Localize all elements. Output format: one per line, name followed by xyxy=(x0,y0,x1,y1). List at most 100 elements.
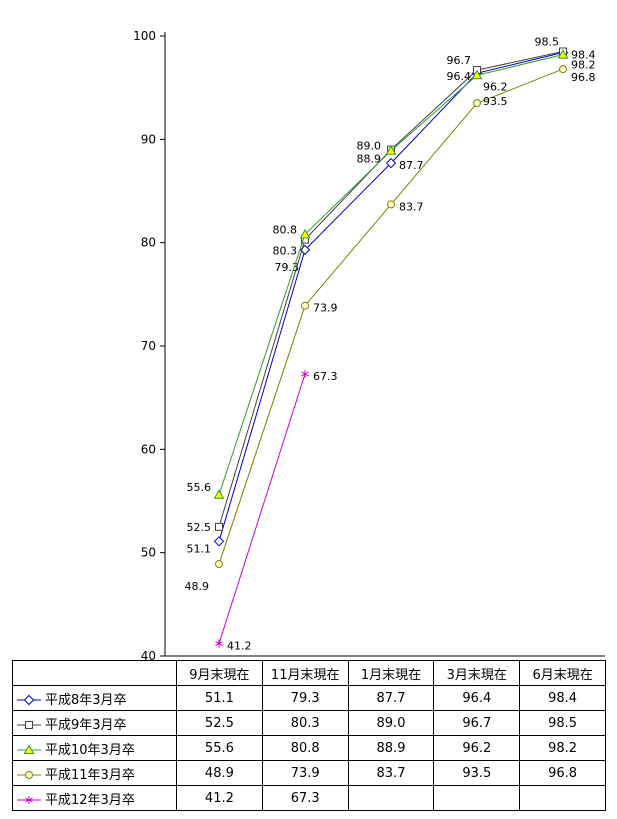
triangle-marker-icon xyxy=(385,145,397,155)
point-label: 48.9 xyxy=(185,580,210,593)
table-cell: 80.8 xyxy=(261,735,349,761)
series-line xyxy=(218,373,306,644)
legend-label: 平成12年3月卒 xyxy=(45,792,135,808)
point-label: 96.8 xyxy=(571,71,596,84)
point-label: 80.8 xyxy=(273,223,298,236)
table-cell: 89.0 xyxy=(347,710,435,736)
table-cell: 93.5 xyxy=(433,760,521,786)
triangle-marker-icon xyxy=(557,49,569,59)
table-cell: 80.3 xyxy=(261,710,349,736)
table-cell: 96.7 xyxy=(433,710,521,736)
table-cell: 48.9 xyxy=(176,760,263,786)
table-row: 平成11年3月卒 48.9 73.9 83.7 93.5 96.8 xyxy=(12,760,606,786)
diamond-marker-icon xyxy=(213,536,225,547)
circle-marker-icon xyxy=(301,301,309,310)
point-label: 52.5 xyxy=(187,521,212,534)
point-label: 96.7 xyxy=(447,54,472,67)
table-header-cell: 6月末現在 xyxy=(519,660,606,686)
table-cell: 98.5 xyxy=(519,710,606,736)
legend-cell: 平成12年3月卒 xyxy=(12,785,177,811)
legend-label: 平成10年3月卒 xyxy=(45,742,135,758)
table-cell xyxy=(433,785,521,811)
table-row: 平成8年3月卒 51.1 79.3 87.7 96.4 98.4 xyxy=(12,685,606,711)
y-axis-label: 70 xyxy=(141,339,156,353)
point-label: 98.5 xyxy=(535,36,560,49)
table-header-cell: 1月末現在 xyxy=(347,660,435,686)
point-label: 80.3 xyxy=(273,245,298,258)
table-cell: 98.2 xyxy=(519,735,606,761)
diamond-marker-icon xyxy=(23,694,35,706)
circle-marker-icon xyxy=(387,200,395,209)
table-corner-cell xyxy=(12,660,177,686)
series-line xyxy=(218,51,564,527)
point-label: 67.3 xyxy=(313,370,338,383)
table-cell: 67.3 xyxy=(261,785,349,811)
square-marker-icon xyxy=(215,522,223,531)
point-label: 93.5 xyxy=(483,95,508,108)
point-label: 96.4 xyxy=(447,70,472,83)
circle-marker-icon xyxy=(25,771,33,779)
star-marker-icon xyxy=(25,797,33,803)
point-label: 98.4 xyxy=(571,49,596,62)
table-cell: 96.8 xyxy=(519,760,606,786)
diamond-marker-icon xyxy=(385,157,397,169)
point-label: 89.0 xyxy=(357,140,382,153)
point-label: 96.2 xyxy=(483,80,508,93)
legend-cell: 平成8年3月卒 xyxy=(12,685,177,711)
circle-marker-icon xyxy=(473,99,481,108)
star-marker-icon xyxy=(215,641,223,647)
point-label: 73.9 xyxy=(313,302,338,315)
circle-marker-icon xyxy=(215,560,223,569)
legend-marker-icon xyxy=(17,694,41,706)
point-label: 51.1 xyxy=(187,542,212,555)
series-line xyxy=(218,52,564,542)
y-axis-label: 60 xyxy=(141,442,156,456)
point-label: 41.2 xyxy=(227,640,252,653)
y-axis-label: 80 xyxy=(141,236,156,250)
point-label: 83.7 xyxy=(399,200,424,213)
triangle-marker-icon xyxy=(213,489,225,499)
table-cell: 55.6 xyxy=(176,735,263,761)
table-cell: 96.4 xyxy=(433,685,521,711)
y-axis-label: 100 xyxy=(133,29,156,43)
table-cell: 41.2 xyxy=(176,785,263,811)
table-header-row: 9月末現在 11月末現在 1月末現在 3月末現在 6月末現在 xyxy=(12,660,606,686)
table-header-cell: 9月末現在 xyxy=(176,660,263,686)
table-cell: 73.9 xyxy=(261,760,349,786)
legend-marker-icon xyxy=(17,744,41,754)
table-cell xyxy=(347,785,435,811)
legend-marker-icon xyxy=(17,771,41,779)
circle-marker-icon xyxy=(559,65,567,74)
table-cell: 88.9 xyxy=(347,735,435,761)
y-axis-label: 90 xyxy=(141,132,156,146)
series-line xyxy=(218,68,564,565)
legend-cell: 平成9年3月卒 xyxy=(12,710,177,736)
table-header-cell: 3月末現在 xyxy=(433,660,521,686)
line-chart: 40506070809010051.179.387.796.498.452.58… xyxy=(133,29,605,660)
table-cell: 51.1 xyxy=(176,685,263,711)
table-cell: 52.5 xyxy=(176,710,263,736)
table-row: 平成10年3月卒 55.6 80.8 88.9 96.2 98.2 xyxy=(12,735,606,761)
triangle-marker-icon xyxy=(23,744,35,754)
table-cell: 87.7 xyxy=(347,685,435,711)
triangle-marker-icon xyxy=(299,228,311,239)
table-cell: 96.2 xyxy=(433,735,521,761)
legend-cell: 平成10年3月卒 xyxy=(12,735,177,761)
y-axis-label: 40 xyxy=(141,649,156,660)
table-header-cell: 11月末現在 xyxy=(261,660,349,686)
legend-marker-icon xyxy=(17,796,41,804)
legend-label: 平成8年3月卒 xyxy=(45,692,127,708)
legend-label: 平成11年3月卒 xyxy=(45,767,135,783)
legend-cell: 平成11年3月卒 xyxy=(12,760,177,786)
table-row: 平成12年3月卒 41.2 67.3 xyxy=(12,785,606,811)
table-cell xyxy=(519,785,606,811)
legend-label: 平成9年3月卒 xyxy=(45,717,127,733)
data-table: 9月末現在 11月末現在 1月末現在 3月末現在 6月末現在 平成8年3月卒 51.1 79.… xyxy=(12,660,606,811)
point-label: 98.2 xyxy=(571,59,596,72)
triangle-marker-icon xyxy=(471,69,483,80)
series-line xyxy=(218,54,564,495)
square-marker-icon xyxy=(25,721,33,729)
table-cell: 98.4 xyxy=(519,685,606,711)
point-label: 87.7 xyxy=(399,159,424,172)
